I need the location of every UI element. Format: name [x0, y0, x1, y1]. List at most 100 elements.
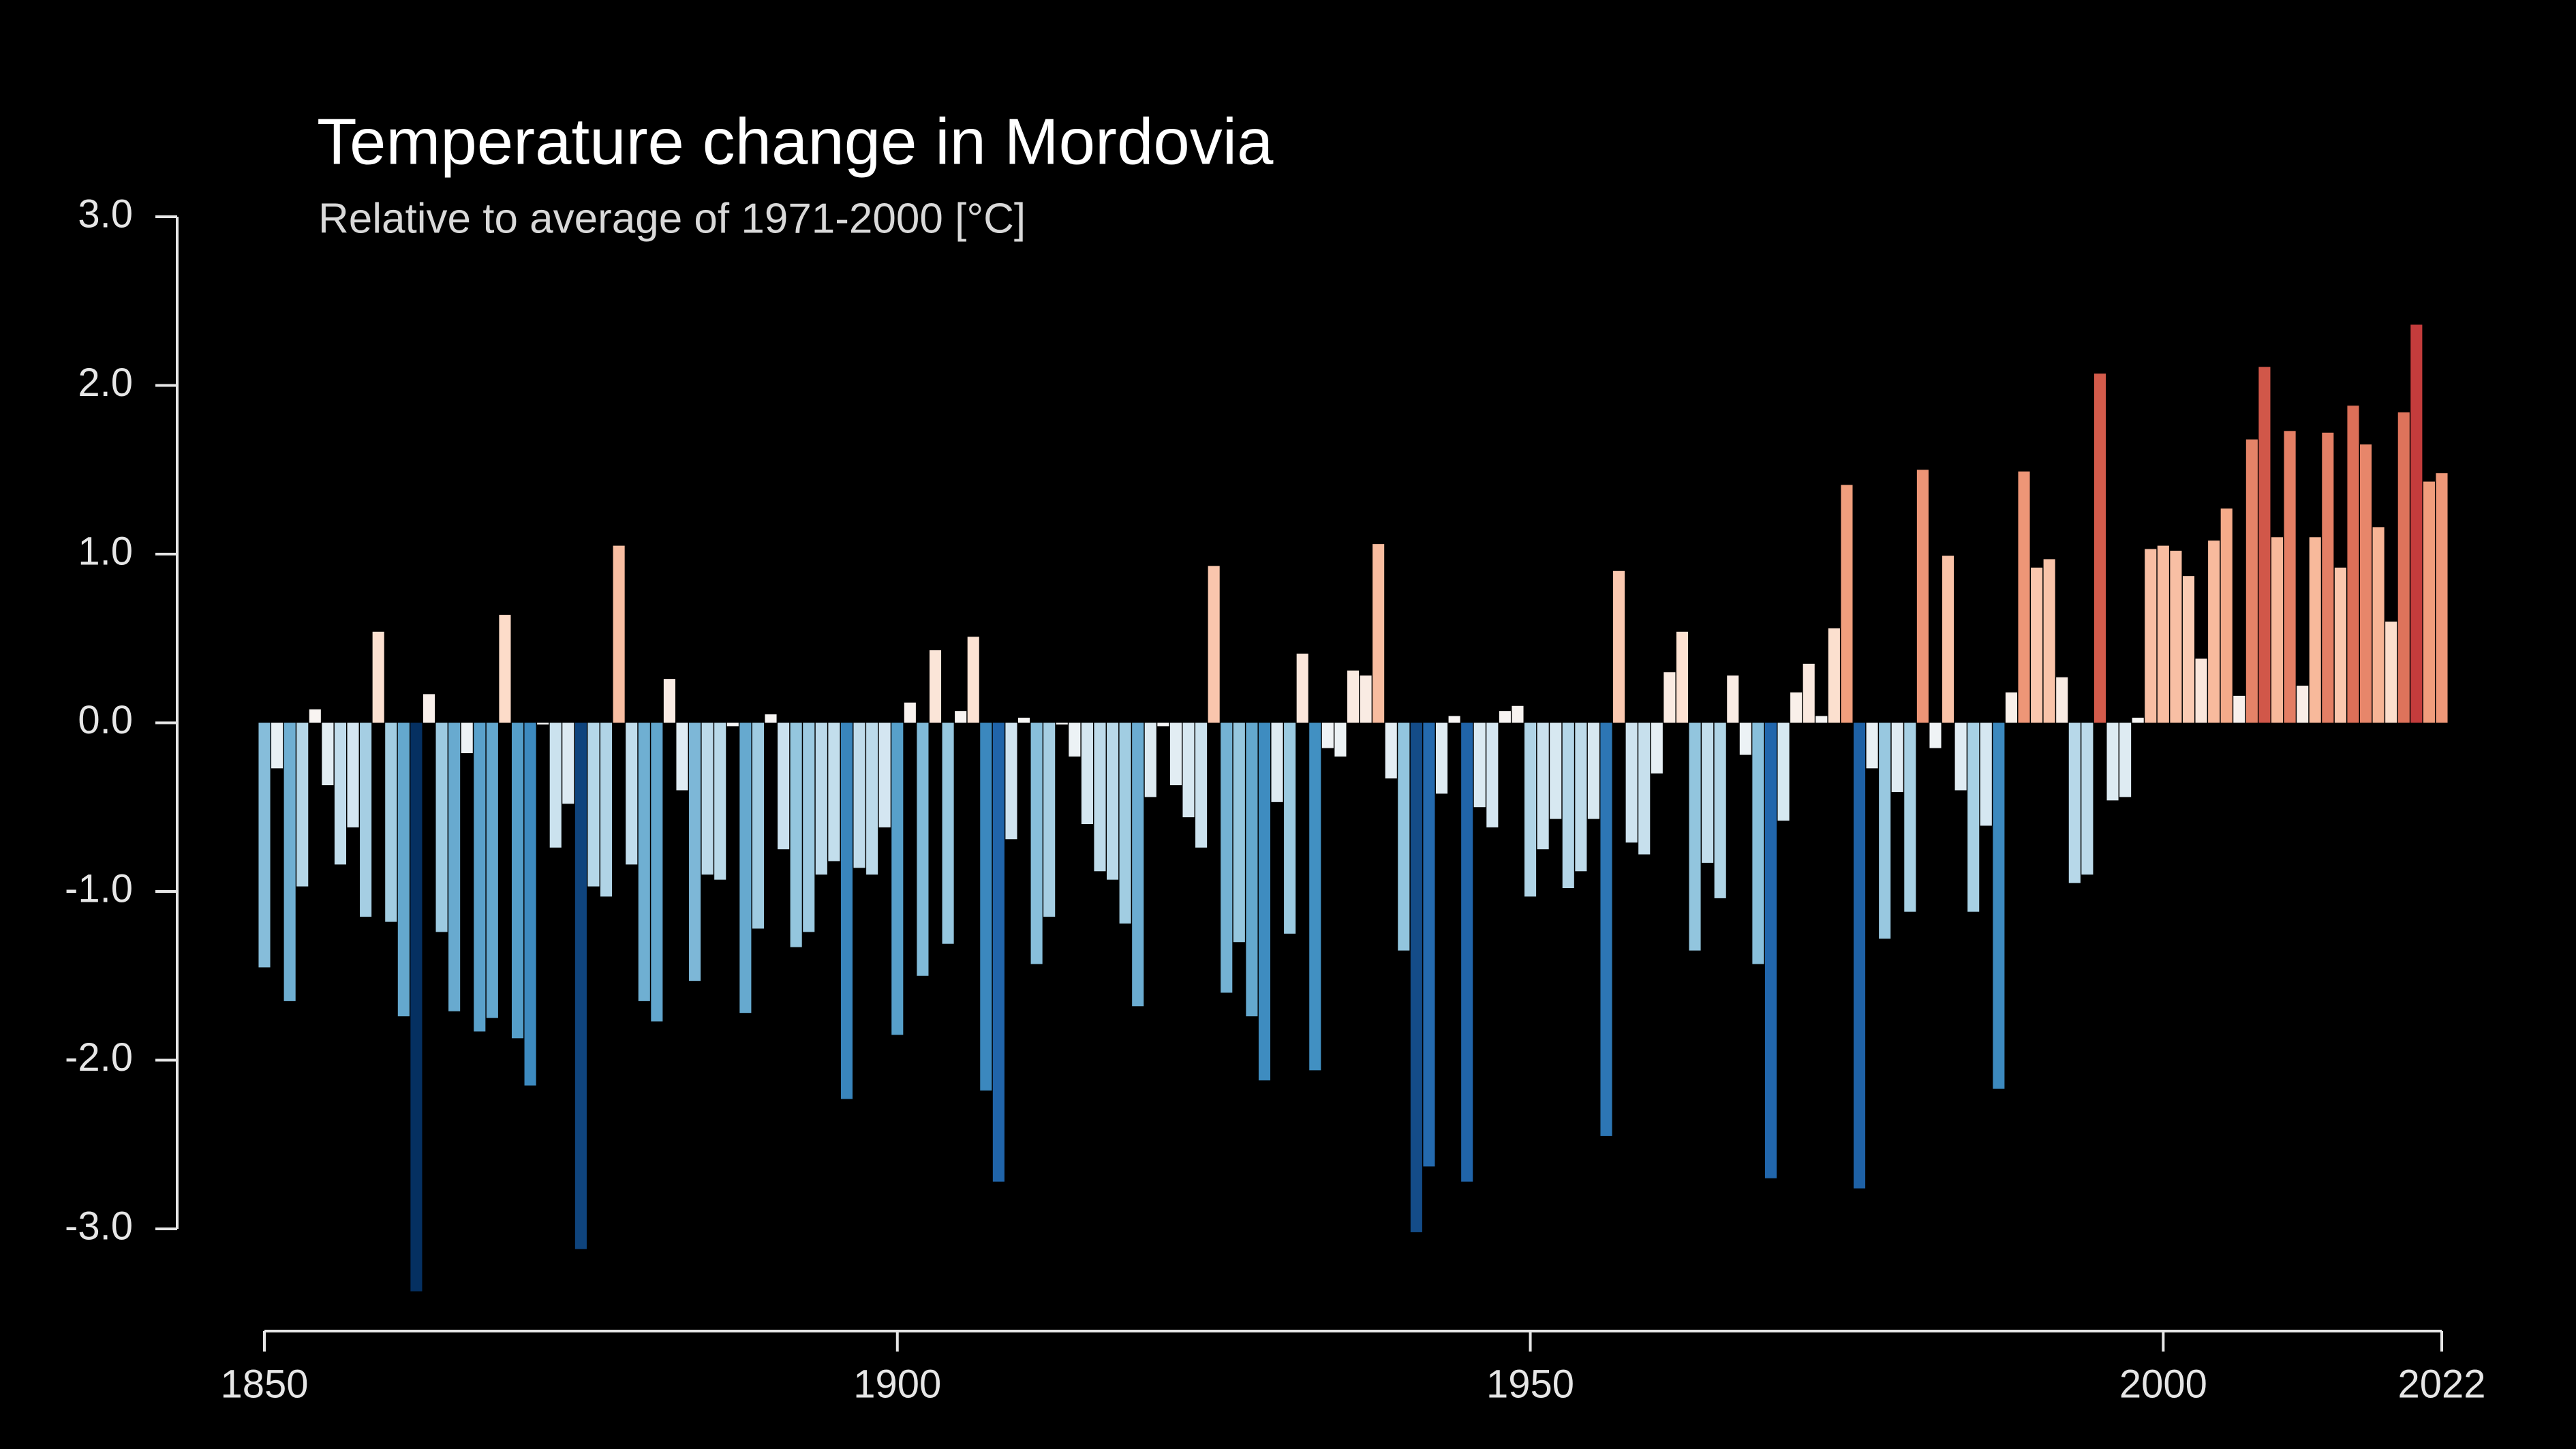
bar: [2284, 431, 2296, 723]
bar: [1208, 566, 1220, 723]
bar: [1702, 722, 1714, 863]
bar: [803, 722, 815, 932]
bar: [1714, 722, 1726, 898]
bar: [1069, 722, 1081, 757]
bar: [1030, 722, 1043, 964]
bar: [1739, 722, 1751, 755]
x-tick-label: 1900: [853, 1362, 941, 1406]
bar: [1879, 722, 1891, 939]
bar: [2436, 473, 2448, 723]
bar: [1373, 544, 1385, 723]
bar: [1777, 722, 1790, 821]
bar: [1752, 722, 1764, 964]
bar: [2132, 718, 2144, 723]
bar: [1600, 722, 1612, 1136]
bar: [1461, 722, 1473, 1182]
bar: [2043, 559, 2055, 723]
y-tick-label: -3.0: [65, 1204, 133, 1248]
bar: [2258, 367, 2271, 723]
bar: [1803, 663, 1815, 723]
bar: [701, 722, 714, 875]
bar: [2182, 576, 2195, 723]
bar: [600, 722, 613, 897]
bar: [1334, 722, 1347, 757]
bar: [1385, 722, 1397, 779]
bar: [574, 722, 587, 1249]
bar: [2031, 567, 2043, 723]
bar: [1524, 722, 1537, 897]
bar: [410, 722, 423, 1292]
y-tick-label: 0.0: [78, 698, 133, 742]
y-tick-label: 2.0: [78, 361, 133, 405]
bar: [1423, 722, 1435, 1167]
bar: [828, 722, 840, 861]
bar: [1954, 722, 1967, 791]
bar: [1360, 675, 1372, 723]
bar: [726, 722, 739, 727]
bar: [2423, 481, 2435, 723]
bar: [1727, 675, 1739, 723]
bar: [1613, 570, 1625, 723]
x-tick-label: 2000: [2119, 1362, 2207, 1406]
bar: [866, 722, 878, 875]
x-tick-label: 1850: [220, 1362, 308, 1406]
bar: [2005, 692, 2017, 723]
bar: [1321, 722, 1334, 748]
bar: [271, 722, 283, 769]
bar: [537, 722, 549, 724]
bar: [1562, 722, 1574, 889]
bar: [752, 722, 764, 929]
bar: [2106, 722, 2119, 801]
bar: [2347, 406, 2359, 723]
bar: [347, 722, 359, 827]
bar: [1144, 722, 1156, 797]
bar: [499, 615, 511, 723]
bar: [942, 722, 954, 944]
bar: [1815, 716, 1828, 723]
bar: [258, 722, 271, 968]
bar: [1347, 670, 1360, 723]
bar: [1550, 722, 1562, 819]
bar: [1790, 692, 1803, 723]
bar: [1221, 722, 1233, 993]
y-tick-label: -2.0: [65, 1035, 133, 1080]
bar: [461, 722, 473, 754]
bar: [2297, 686, 2309, 723]
bar: [1980, 722, 1992, 826]
bar: [1410, 722, 1422, 1232]
bar: [2068, 722, 2081, 883]
bar: [1233, 722, 1245, 943]
bar: [2410, 324, 2423, 723]
bar: [651, 722, 663, 1022]
bar: [2170, 551, 2182, 723]
bar: [2119, 722, 2132, 797]
bar: [739, 722, 752, 1013]
bar: [853, 722, 865, 868]
bar: [2334, 567, 2346, 723]
bar: [2271, 537, 2284, 723]
bar: [334, 722, 346, 865]
bar: [2208, 540, 2220, 723]
bar: [714, 722, 726, 880]
bar: [815, 722, 827, 875]
bar: [1132, 722, 1144, 1007]
y-tick-label: 3.0: [78, 192, 133, 236]
bar: [790, 722, 802, 947]
bar: [992, 722, 1005, 1182]
bar: [1841, 485, 1853, 723]
bar: [1537, 722, 1549, 850]
bar: [2322, 432, 2334, 723]
bar: [448, 722, 461, 1011]
bar: [296, 722, 309, 887]
bar: [1499, 711, 1511, 723]
bar: [689, 722, 701, 981]
bar: [1904, 722, 1916, 912]
bar: [955, 711, 967, 723]
bar: [2195, 658, 2207, 723]
bar: [1916, 470, 1929, 723]
bar: [1993, 722, 2005, 1089]
bar: [980, 722, 992, 1091]
bar: [1043, 722, 1056, 917]
bar: [309, 709, 321, 723]
